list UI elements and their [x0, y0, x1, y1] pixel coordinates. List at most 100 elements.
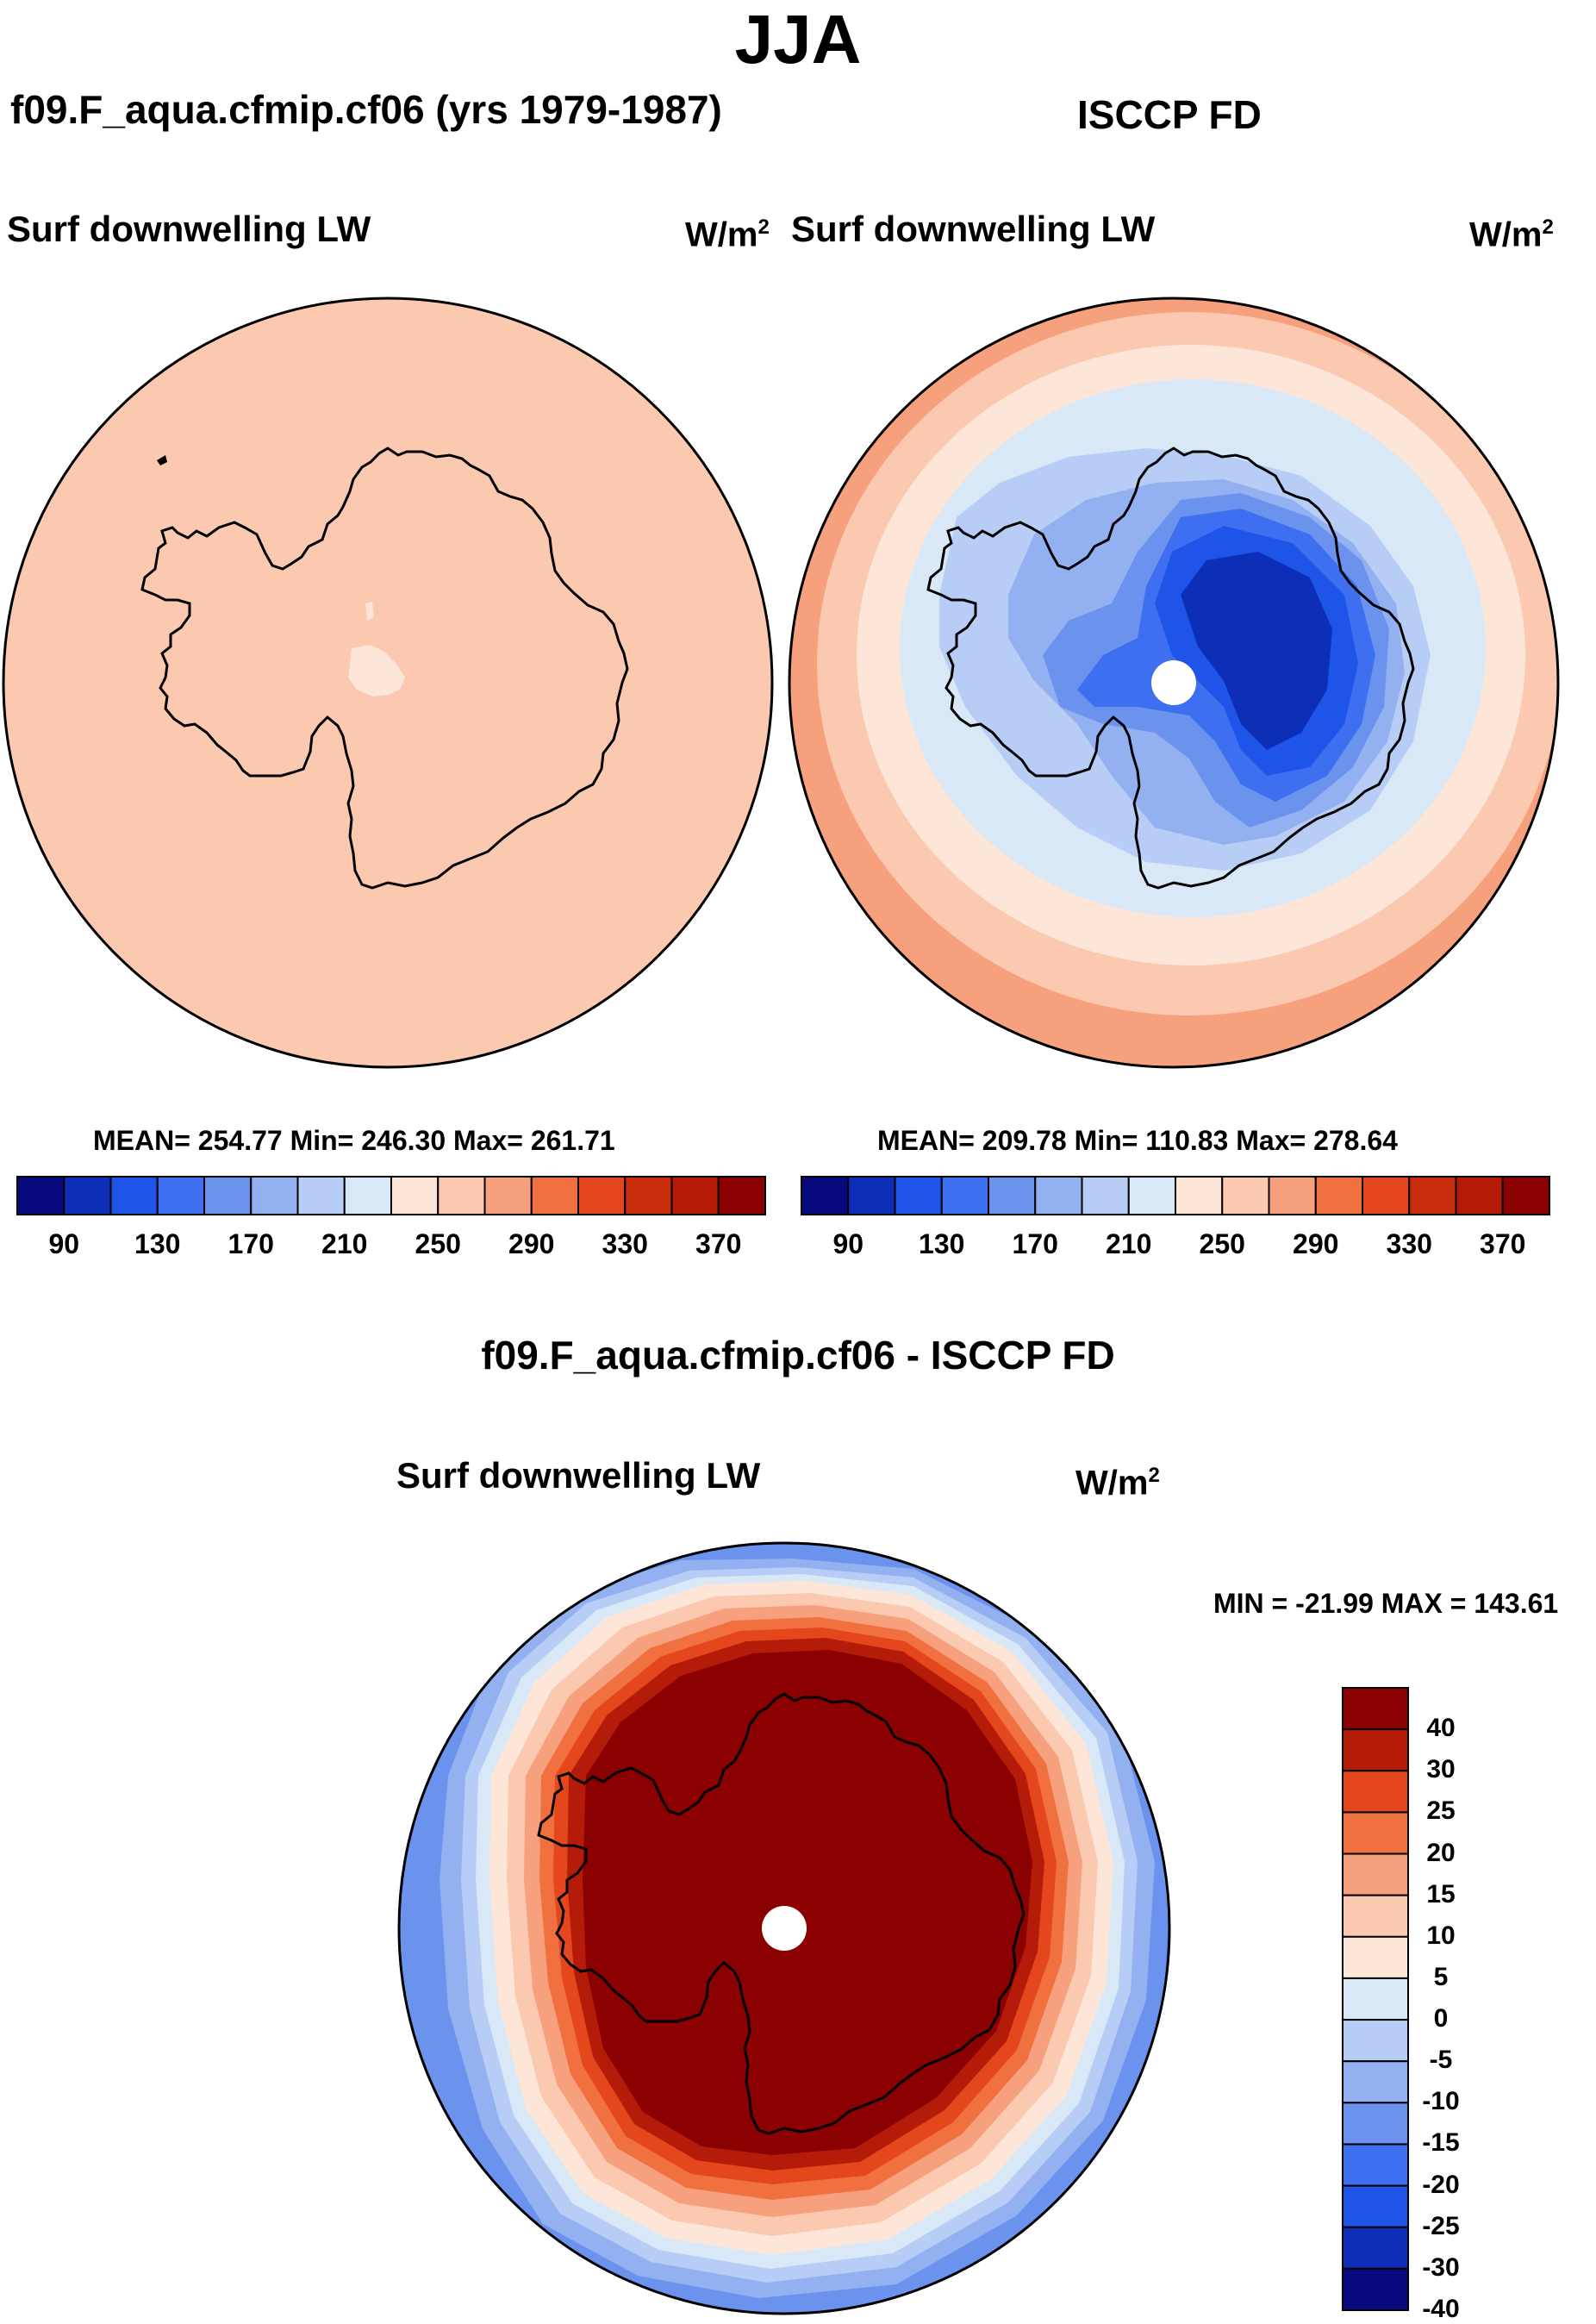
diff-colorbar-tick-label: -15	[1422, 2128, 1460, 2158]
model-colorbar-swatch	[670, 1176, 720, 1215]
obs-colorbar-swatch	[847, 1176, 896, 1215]
model-colorbar-tick-label: 290	[508, 1228, 555, 1259]
model-colorbar-tick-label: 210	[321, 1228, 368, 1259]
diff-colorbar	[1342, 1687, 1409, 2312]
diff-colorbar-tick-label: -30	[1422, 2252, 1460, 2282]
diff-colorbar-tick-label: -40	[1422, 2295, 1460, 2323]
model-colorbar-swatch	[530, 1176, 579, 1215]
obs-colorbar-swatch	[1501, 1176, 1550, 1215]
obs-pole-mask	[1151, 660, 1196, 705]
obs-colorbar-tick-label: 130	[919, 1228, 965, 1259]
diff-colorbar-swatch	[1342, 2267, 1409, 2312]
diff-stats: MIN = -21.99 MAX = 143.61	[1213, 1588, 1559, 1619]
diff-colorbar-tick-label: 20	[1426, 1838, 1456, 1867]
model-stats: MEAN= 254.77 Min= 246.30 Max= 261.71	[93, 1125, 615, 1156]
obs-colorbar-swatch	[1081, 1176, 1130, 1215]
diff-map-border	[397, 1541, 1171, 2315]
model-colorbar-tick-label: 250	[415, 1228, 461, 1259]
model-island	[157, 455, 167, 465]
diff-colorbar-tick-label: -5	[1429, 2046, 1453, 2075]
model-colorbar-tick-label: 170	[228, 1228, 274, 1259]
diff-colorbar-tick-label: 5	[1433, 1962, 1449, 1991]
obs-map-border	[788, 297, 1560, 1069]
diff-colorbar-tick-label: 15	[1426, 1879, 1456, 1909]
diff-pole-mask	[762, 1906, 807, 1951]
obs-colorbar-tick-label: 210	[1106, 1228, 1152, 1259]
obs-colorbar-swatch	[1314, 1176, 1363, 1215]
obs-colorbar	[801, 1176, 1550, 1215]
model-colorbar-swatch	[390, 1176, 440, 1215]
obs-stats: MEAN= 209.78 Min= 110.83 Max= 278.64	[877, 1125, 1398, 1156]
obs-colorbar-swatch	[940, 1176, 989, 1215]
obs-colorbar-swatch	[1268, 1176, 1317, 1215]
obs-colorbar-swatch	[988, 1176, 1037, 1215]
obs-colorbar-tick-label: 250	[1199, 1228, 1245, 1259]
obs-colorbar-tick-label: 170	[1012, 1228, 1058, 1259]
obs-unit-label: W/m2	[1469, 216, 1554, 254]
model-variable-label: Surf downwelling LW	[7, 209, 371, 249]
obs-variable-label: Surf downwelling LW	[791, 209, 1156, 249]
model-colorbar	[16, 1176, 766, 1215]
diff-colorbar-swatch	[1342, 1770, 1409, 1814]
diff-unit-label: W/m2	[1075, 1464, 1160, 1502]
model-colorbar-swatch	[16, 1176, 65, 1215]
diff-colorbar-swatch	[1342, 1977, 1409, 2021]
model-title: f09.F_aqua.cfmip.cf06 (yrs 1979-1987)	[10, 87, 722, 132]
diff-colorbar-swatch	[1342, 2184, 1409, 2228]
model-colorbar-swatch	[483, 1176, 533, 1215]
diff-colorbar-swatch	[1342, 2226, 1409, 2270]
model-colorbar-swatch	[109, 1176, 159, 1215]
diff-colorbar-tick-label: -25	[1422, 2211, 1460, 2240]
model-colorbar-swatch	[156, 1176, 205, 1215]
model-unit-label: W/m2	[685, 216, 770, 254]
diff-colorbar-swatch	[1342, 1935, 1409, 1979]
diff-colorbar-tick-label: 30	[1426, 1755, 1456, 1784]
obs-colorbar-swatch	[1175, 1176, 1224, 1215]
obs-colorbar-swatch	[1127, 1176, 1176, 1215]
obs-colorbar-tick-label: 370	[1480, 1228, 1526, 1259]
model-colorbar-swatch	[203, 1176, 252, 1215]
obs-colorbar-swatch	[1408, 1176, 1457, 1215]
diff-colorbar-swatch	[1342, 1852, 1409, 1896]
diff-colorbar-swatch	[1342, 1687, 1409, 1731]
diff-colorbar-swatch	[1342, 1728, 1409, 1772]
diff-colorbar-swatch	[1342, 2019, 1409, 2063]
diff-map	[399, 1543, 1169, 2314]
model-map	[2, 297, 774, 1069]
diff-variable-label: Surf downwelling LW	[396, 1455, 761, 1496]
obs-colorbar-swatch	[894, 1176, 943, 1215]
obs-colorbar-tick-label: 290	[1293, 1228, 1339, 1259]
model-colorbar-swatch	[296, 1176, 346, 1215]
diff-colorbar-swatch	[1342, 2143, 1409, 2187]
diff-colorbar-tick-label: 10	[1426, 1921, 1456, 1950]
model-colorbar-tick-label: 370	[695, 1228, 742, 1259]
diff-colorbar-tick-label: 0	[1433, 2004, 1449, 2034]
diff-colorbar-swatch	[1342, 2060, 1409, 2104]
model-colorbar-swatch	[63, 1176, 112, 1215]
obs-core	[1181, 552, 1332, 750]
diff-colorbar-swatch	[1342, 2102, 1409, 2146]
diff-colorbar-tick-label: -10	[1422, 2087, 1460, 2116]
diff-core	[583, 1650, 1032, 2155]
model-map-border	[2, 297, 774, 1069]
diff-colorbar-swatch	[1342, 1811, 1409, 1855]
obs-colorbar-tick-label: 90	[832, 1228, 864, 1259]
model-colorbar-swatch	[717, 1176, 766, 1215]
diff-colorbar-tick-label: 25	[1426, 1796, 1456, 1826]
obs-colorbar-tick-label: 330	[1386, 1228, 1432, 1259]
model-colorbar-swatch	[624, 1176, 673, 1215]
model-colorbar-swatch	[250, 1176, 299, 1215]
model-interior-patch	[348, 602, 405, 697]
diff-colorbar-tick-label: -20	[1422, 2170, 1460, 2199]
model-colorbar-swatch	[437, 1176, 486, 1215]
diff-colorbar-tick-label: 40	[1426, 1714, 1456, 1743]
model-colorbar-tick-label: 90	[48, 1228, 80, 1259]
model-colorbar-swatch	[343, 1176, 392, 1215]
obs-title: ISCCP FD	[1077, 92, 1262, 137]
obs-map	[789, 298, 1558, 1067]
obs-colorbar-swatch	[1362, 1176, 1411, 1215]
season-title: JJA	[734, 1, 862, 78]
obs-colorbar-swatch	[1034, 1176, 1083, 1215]
model-colorbar-tick-label: 330	[602, 1228, 648, 1259]
